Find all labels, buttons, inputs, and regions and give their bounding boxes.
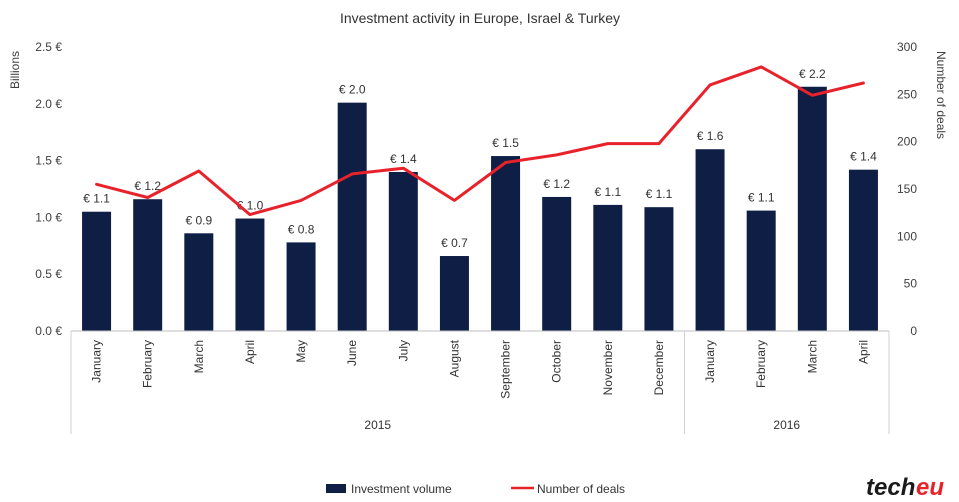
year-label: 2016 <box>773 418 800 432</box>
right-tick-label: 150 <box>897 182 917 196</box>
bar <box>797 86 827 331</box>
legend-label-number-of-deals: Number of deals <box>537 482 625 496</box>
bar-value-label: € 1.6 <box>697 129 724 143</box>
category-label: April <box>856 340 870 364</box>
category-label: January <box>90 340 104 383</box>
bar-value-label: € 1.1 <box>748 191 775 205</box>
category-label: January <box>703 340 717 383</box>
bar <box>388 171 418 331</box>
bar <box>439 256 469 331</box>
category-label: December <box>652 340 666 395</box>
bar <box>235 218 265 331</box>
category-labels: January February March April May June July Augu… <box>90 339 871 398</box>
bar-value-label: € 1.1 <box>83 192 110 206</box>
deals-line <box>95 65 865 217</box>
year-groups: 2015 2016 <box>70 331 890 434</box>
line-series <box>95 65 865 217</box>
bar <box>286 242 316 331</box>
left-tick-label: 1.5 € <box>35 154 62 168</box>
category-label: July <box>396 340 410 361</box>
bar-value-label: € 0.7 <box>441 236 468 250</box>
chart-title: Investment activity in Europe, Israel & … <box>340 10 620 26</box>
bar <box>337 102 367 331</box>
bar <box>184 233 214 331</box>
bar <box>848 169 878 331</box>
bar-value-label: € 1.4 <box>850 150 877 164</box>
bar <box>133 199 163 331</box>
category-label: April <box>243 340 257 364</box>
y2-axis-title: Number of deals <box>934 51 948 139</box>
right-tick-label: 0 <box>910 324 917 338</box>
bar-value-label: € 1.4 <box>390 152 417 166</box>
category-label: May <box>294 340 308 363</box>
right-tick-label: 250 <box>897 87 917 101</box>
bar-series <box>82 86 878 331</box>
category-label: June <box>345 340 359 366</box>
category-label: February <box>754 340 768 388</box>
y-axis-title: Billions <box>8 51 22 89</box>
right-tick-label: 50 <box>904 277 918 291</box>
bar-value-label: € 0.8 <box>288 222 315 236</box>
left-tick-label: 1.0 € <box>35 210 62 224</box>
bar <box>82 211 112 331</box>
category-label: March <box>192 340 206 373</box>
category-label: August <box>447 339 461 377</box>
bar-data-labels: € 1.1€ 1.2€ 0.9€ 1.0€ 0.8€ 2.0€ 1.4€ 0.7… <box>83 67 877 250</box>
category-label: March <box>805 340 819 373</box>
bar-value-label: € 2.2 <box>799 67 826 81</box>
bar-value-label: € 1.1 <box>646 187 673 201</box>
logo-text-eu: eu <box>916 474 944 501</box>
left-tick-label: 2.0 € <box>35 97 62 111</box>
category-label: September <box>499 340 513 399</box>
bar-value-label: € 2.0 <box>339 83 366 97</box>
legend-swatch-investment-volume <box>326 484 346 493</box>
bar-value-label: € 1.1 <box>594 185 621 199</box>
left-axis-ticks: 0.0 € 0.5 € 1.0 € 1.5 € 2.0 € 2.5 € <box>35 40 62 338</box>
logo-text-tech: tech <box>866 474 915 501</box>
year-label: 2015 <box>364 418 391 432</box>
right-tick-label: 200 <box>897 135 917 149</box>
category-label: November <box>601 340 615 395</box>
bar <box>644 207 674 331</box>
bar <box>695 149 725 331</box>
category-label: February <box>141 340 155 388</box>
bar-value-label: € 0.9 <box>185 213 212 227</box>
techeu-logo: tech eu <box>866 474 944 501</box>
right-tick-label: 100 <box>897 229 917 243</box>
left-tick-label: 0.0 € <box>35 324 62 338</box>
right-tick-label: 300 <box>897 40 917 54</box>
bar <box>491 156 521 331</box>
bar-value-label: € 1.5 <box>492 136 519 150</box>
bar <box>542 196 572 331</box>
category-label: October <box>550 340 564 383</box>
right-axis-ticks: 0 50 100 150 200 250 300 <box>897 40 917 338</box>
legend-label-investment-volume: Investment volume <box>351 482 452 496</box>
legend: Investment volume Number of deals <box>326 482 625 496</box>
left-tick-label: 2.5 € <box>35 40 62 54</box>
left-tick-label: 0.5 € <box>35 267 62 281</box>
bar-value-label: € 1.2 <box>543 177 570 191</box>
bar <box>746 210 776 331</box>
bar-value-label: € 1.2 <box>134 179 161 193</box>
bar <box>593 204 623 331</box>
